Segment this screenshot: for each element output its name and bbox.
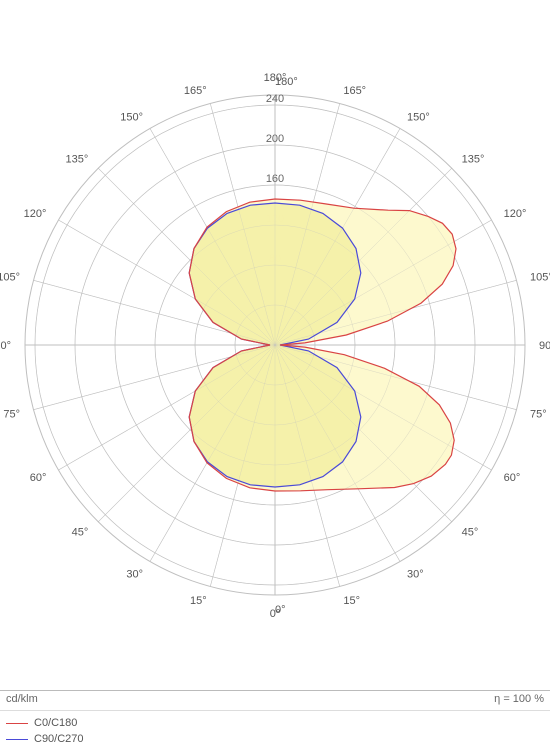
svg-text:180°: 180° [264,72,287,84]
svg-text:90°: 90° [0,340,11,352]
polar-photometric-chart: { "type": "polar-photometric", "canvas":… [0,0,550,750]
svg-text:75°: 75° [530,408,547,420]
svg-text:75°: 75° [3,408,20,420]
svg-text:45°: 45° [72,527,89,539]
legend-item: C90/C270 [6,731,544,747]
svg-text:165°: 165° [184,85,207,97]
legend-label: C90/C270 [34,733,84,745]
legend-swatch [6,723,28,724]
svg-text:165°: 165° [343,85,366,97]
legend-item: C0/C180 [6,715,544,731]
svg-text:150°: 150° [407,111,430,123]
legend-swatch [6,739,28,740]
svg-text:120°: 120° [504,208,527,220]
svg-text:45°: 45° [462,527,479,539]
legend-label: C0/C180 [34,717,77,729]
svg-text:90°: 90° [539,340,550,352]
svg-text:105°: 105° [0,272,20,284]
svg-text:60°: 60° [30,472,47,484]
svg-text:15°: 15° [343,595,360,607]
polar-plot-svg: 0° 15° 30° 45° 60° 75° 90° 105° 120° 135° 150° 165°… [0,0,550,690]
svg-text:150°: 150° [120,111,143,123]
svg-text:105°: 105° [530,272,550,284]
svg-text:135°: 135° [462,153,485,165]
svg-text:135°: 135° [66,153,89,165]
svg-text:60°: 60° [504,472,521,484]
legend: C0/C180 C90/C270 [0,711,550,751]
footer-bar: cd/klm η = 100 % [0,690,550,711]
svg-text:120°: 120° [24,208,47,220]
svg-text:30°: 30° [407,569,424,581]
chart-canvas: 0° 15° 30° 45° 60° 75° 90° 105° 120° 135° 150° 165°… [0,0,550,691]
efficiency-label: η = 100 % [494,693,544,705]
svg-text:30°: 30° [126,569,143,581]
chart-footer: cd/klm η = 100 % C0/C180 C90/C270 [0,690,550,750]
svg-text:0°: 0° [270,608,281,620]
svg-text:15°: 15° [190,595,207,607]
units-label: cd/klm [6,693,38,705]
